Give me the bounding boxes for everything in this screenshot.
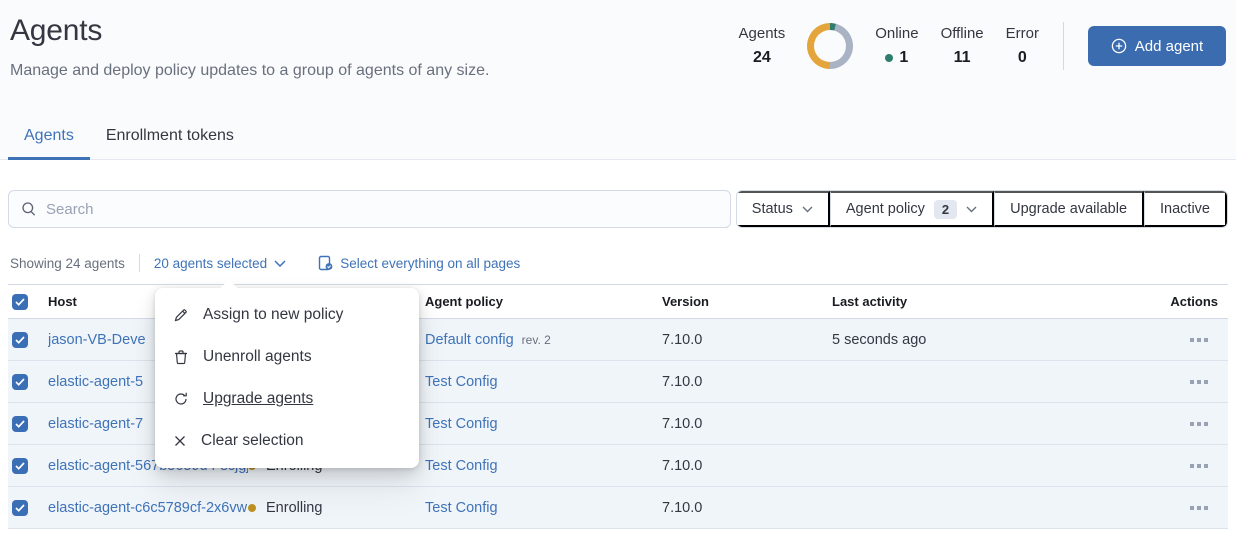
row-checkbox[interactable] [12,331,28,348]
tab-agents[interactable]: Agents [8,117,90,160]
trash-icon [173,349,189,365]
policy-revision: rev. 2 [521,332,551,347]
stat-agents: Agents 24 [739,25,786,67]
column-header-policy: Agent policy [425,294,504,309]
agent-version: 7.10.0 [662,331,703,348]
agent-status-donut-chart [807,23,854,69]
agent-version: 7.10.0 [662,415,703,432]
page-title: Agents [10,14,103,47]
chevron-down-icon [274,259,286,267]
refresh-icon [173,391,189,407]
host-link[interactable]: elastic-agent-5 [48,373,144,390]
pages-select-icon [318,255,333,271]
stat-error-value: 0 [1017,49,1027,66]
menu-item-clear-selection[interactable]: Clear selection [155,420,419,462]
stat-online-label: Online [875,25,919,42]
cross-icon [173,434,187,448]
row-actions-button[interactable] [1186,376,1212,388]
header-divider [1063,22,1064,70]
policy-link[interactable]: Test Config [425,499,498,516]
showing-count: Showing 24 agents [10,255,125,271]
policy-link[interactable]: Test Config [425,373,498,390]
bulk-actions-popover: Assign to new policy Unenroll agents Upg… [155,279,419,468]
search-box [8,190,731,228]
toolbar: Status Agent policy 2 Upgrade available … [8,190,1228,228]
row-checkbox[interactable] [12,415,28,432]
enrolling-status-dot [248,503,256,512]
row-actions-button[interactable] [1186,460,1212,472]
policy-link[interactable]: Test Config [425,415,498,432]
page-subtitle: Manage and deploy policy updates to a gr… [10,62,490,79]
row-actions-button[interactable] [1186,334,1212,346]
stat-offline-value: 11 [953,49,971,66]
column-header-last-activity: Last activity [832,294,908,309]
stat-offline-label: Offline [940,25,984,42]
search-icon [21,201,37,217]
stat-agents-value: 24 [752,49,771,66]
pencil-icon [173,307,189,323]
row-checkbox[interactable] [12,457,28,474]
agent-policy-count-badge: 2 [933,199,958,219]
selected-agents-menu-toggle[interactable]: 20 agents selected [154,256,286,271]
select-all-checkbox[interactable] [12,293,28,310]
agent-version: 7.10.0 [662,373,703,390]
tab-enrollment-tokens[interactable]: Enrollment tokens [105,127,234,144]
row-actions-button[interactable] [1186,502,1212,514]
column-header-host: Host [48,294,77,309]
selection-bar: Showing 24 agents 20 agents selected Sel… [8,249,1228,277]
table-row: elastic-agent-c6c5789cf-2x6vw Enrolling … [8,487,1228,529]
last-activity: 5 seconds ago [832,331,927,348]
title-block: Agents Manage and deploy policy updates … [10,14,489,80]
stat-online: Online 1 [875,25,918,67]
stat-online-value: 1 [885,49,908,67]
page-header: Agents Manage and deploy policy updates … [0,0,1236,160]
agent-status: Enrolling [248,500,425,516]
filter-status[interactable]: Status [736,191,830,227]
column-header-actions: Actions [1170,294,1218,309]
policy-link[interactable]: Default config [425,331,514,348]
add-agent-button[interactable]: Add agent [1088,26,1226,66]
host-link[interactable]: elastic-agent-c6c5789cf-2x6vw [48,499,248,516]
stat-offline: Offline 11 [941,25,984,67]
online-status-dot [885,54,894,62]
filter-inactive[interactable]: Inactive [1144,191,1227,227]
filter-upgrade-available[interactable]: Upgrade available [994,191,1145,227]
stat-error: Error 0 [1006,25,1039,67]
menu-item-unenroll-agents[interactable]: Unenroll agents [155,336,419,378]
search-input[interactable] [46,200,718,218]
chevron-down-icon [802,206,813,213]
selection-divider [138,254,140,272]
filter-agent-policy[interactable]: Agent policy 2 [829,191,995,227]
menu-item-assign-to-new-policy[interactable]: Assign to new policy [155,294,419,336]
plus-circle-icon [1111,38,1127,54]
row-actions-button[interactable] [1186,418,1212,430]
agent-version: 7.10.0 [662,457,703,474]
column-header-version: Version [662,294,709,309]
stat-error-label: Error [1005,25,1039,42]
tab-bar: Agents Enrollment tokens [8,117,250,160]
header-stats: Agents 24 Online 1 Offline 11 [739,14,1226,70]
host-link[interactable]: jason-VB-Deve [48,331,146,348]
chevron-down-icon [966,206,977,213]
stat-agents-label: Agents [738,25,786,42]
row-checkbox[interactable] [12,499,28,516]
policy-link[interactable]: Test Config [425,457,498,474]
add-agent-label: Add agent [1134,37,1204,55]
agent-version: 7.10.0 [662,499,703,516]
menu-item-upgrade-agents[interactable]: Upgrade agents [155,378,419,420]
select-everything-link[interactable]: Select everything on all pages [318,255,520,271]
host-link[interactable]: elastic-agent-7 [48,415,144,432]
filter-group: Status Agent policy 2 Upgrade available … [735,190,1228,228]
row-checkbox[interactable] [12,373,28,390]
